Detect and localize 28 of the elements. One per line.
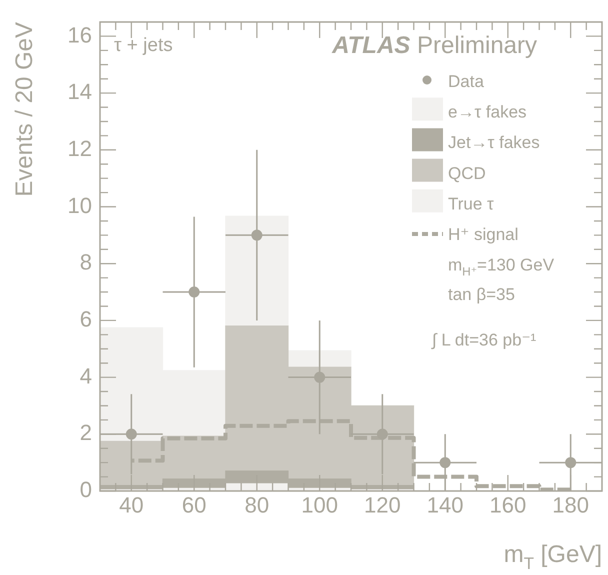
y-tick-label: 14 (68, 79, 92, 104)
annotation: ∫ L dt=36 pb⁻¹ (431, 330, 537, 350)
x-tick-label: 80 (244, 492, 270, 518)
y-tick-label: 12 (68, 136, 92, 161)
x-tick-label: 140 (426, 492, 464, 518)
x-tick-label: 40 (119, 492, 144, 518)
y-tick-label: 10 (68, 192, 92, 218)
y-tick-label: 4 (80, 363, 92, 388)
y-tick-label: 2 (80, 420, 92, 446)
y-tick-label: 6 (80, 306, 92, 332)
legend-label: e→τ fakes (448, 102, 527, 122)
legend-label: QCD (448, 164, 486, 183)
x-tick-label: 160 (490, 492, 526, 518)
y-tick-label: 0 (80, 477, 92, 502)
x-tick-label: 120 (364, 492, 401, 518)
x-tick-label: 60 (182, 492, 206, 518)
annotation: ATLAS Preliminary (331, 32, 538, 59)
x-tick-label: 180 (552, 492, 589, 518)
legend-label: H⁺ signal (448, 225, 518, 244)
y-tick-label: 16 (68, 22, 92, 48)
x-tick-label: 100 (301, 492, 338, 518)
legend-label: True τ (448, 194, 494, 214)
legend-label: Data (448, 72, 484, 91)
annotation: τ + jets (114, 35, 173, 56)
annotation: tan β=35 (448, 285, 515, 304)
y-tick-label: 8 (80, 250, 92, 275)
y-axis-title: Events / 20 GeV (11, 22, 38, 197)
legend-label: Jet→τ fakes (448, 133, 540, 152)
